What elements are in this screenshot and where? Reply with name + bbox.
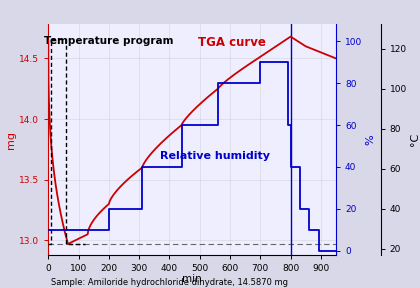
Text: Temperature program: Temperature program	[44, 36, 173, 46]
Y-axis label: °C: °C	[410, 133, 420, 146]
Text: Sample: Amiloride hydrochloride dihydrate, 14.5870 mg: Sample: Amiloride hydrochloride dihydrat…	[51, 278, 288, 287]
Y-axis label: %: %	[365, 134, 375, 145]
Text: Relative humidity: Relative humidity	[160, 151, 270, 161]
X-axis label: min: min	[182, 274, 202, 284]
Text: TGA curve: TGA curve	[199, 36, 266, 49]
Y-axis label: mg: mg	[6, 131, 16, 149]
